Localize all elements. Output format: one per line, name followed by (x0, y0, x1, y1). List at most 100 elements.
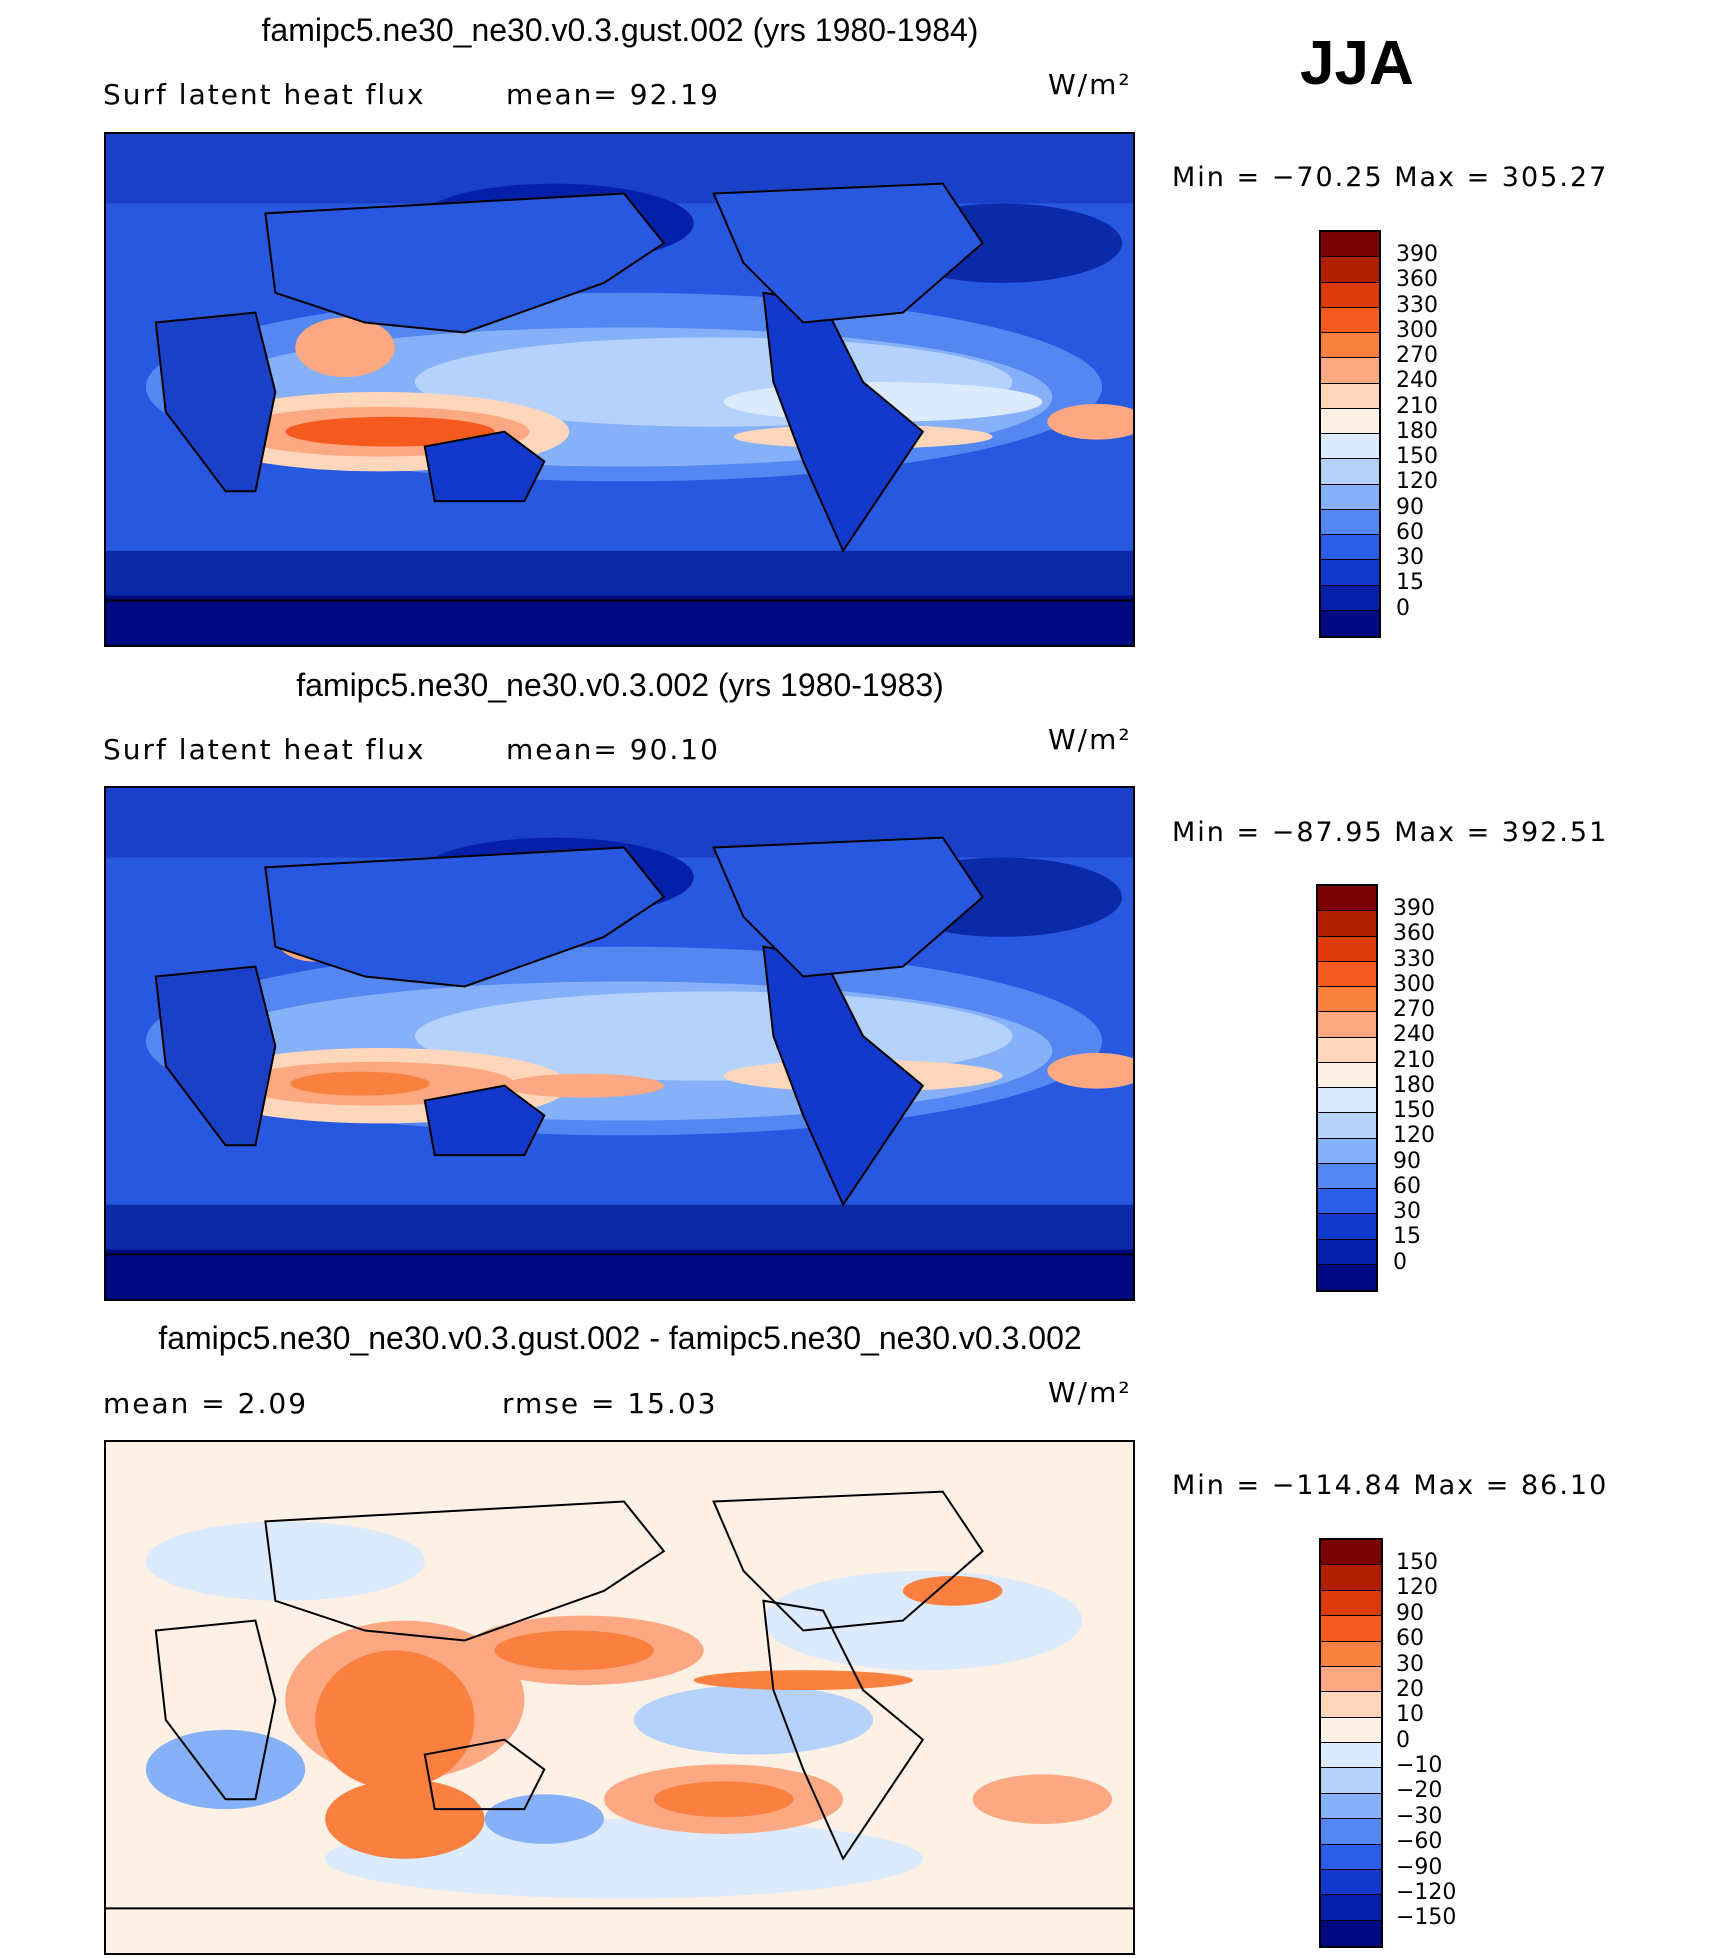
colorbar-tick-label: 330 (1396, 292, 1438, 318)
colorbar-swatch (1321, 408, 1379, 434)
panel-2-map (104, 786, 1135, 1301)
panel-1-map-svg (106, 134, 1133, 645)
panel-2-variable-label: Surf latent heat flux (103, 733, 426, 766)
colorbar-tick-label: 30 (1393, 1199, 1421, 1224)
colorbar-swatch (1318, 961, 1376, 987)
colorbar-swatch (1321, 509, 1379, 535)
colorbar-tick-label: 120 (1393, 1123, 1435, 1149)
colorbar-tick-label: 180 (1393, 1072, 1435, 1098)
colorbar-swatch (1321, 1743, 1381, 1769)
panel-2-mean-label: mean= 90.10 (506, 733, 720, 766)
colorbar-swatch (1318, 1239, 1376, 1265)
colorbar-tick-label: −120 (1396, 1879, 1457, 1905)
colorbar-tick-label: 390 (1393, 896, 1435, 921)
colorbar-swatch (1318, 1012, 1376, 1038)
panel-1-colorbar (1319, 230, 1381, 638)
colorbar-swatch (1321, 1895, 1381, 1921)
colorbar-swatch (1321, 1666, 1381, 1693)
panel-1-map (104, 132, 1135, 647)
panel-3-title: famipc5.ne30_ne30.v0.3.gust.002 - famipc… (158, 1320, 1082, 1356)
colorbar-tick-label: 360 (1396, 267, 1438, 293)
colorbar-tick-label: 300 (1396, 317, 1438, 343)
colorbar-swatch (1321, 383, 1379, 409)
colorbar-tick-label: −150 (1396, 1905, 1457, 1931)
colorbar-tick-label: 15 (1393, 1224, 1421, 1250)
panel-3-colorbar-labels: 150 120 90 60 30 20 10 0 −10 −20 −30 −60 −90 −120 −150 (1396, 1552, 1506, 1932)
colorbar-swatch (1321, 307, 1379, 333)
colorbar-swatch (1321, 1920, 1381, 1946)
colorbar-tick-label: 150 (1396, 1550, 1438, 1575)
panel-1-variable-label: Surf latent heat flux (103, 78, 426, 111)
panel-3-map (104, 1440, 1135, 1955)
panel-3-mean-label: mean = 2.09 (103, 1387, 309, 1420)
colorbar-tick-label: 270 (1396, 343, 1438, 368)
panel-3-map-svg (106, 1442, 1133, 1953)
colorbar-swatch (1321, 484, 1379, 510)
colorbar-tick-label: −60 (1396, 1829, 1443, 1855)
colorbar-tick-label: 150 (1396, 444, 1438, 469)
colorbar-tick-label: 0 (1396, 595, 1410, 621)
panel-2-colorbar (1316, 884, 1378, 1292)
colorbar-swatch (1321, 1616, 1381, 1642)
colorbar-tick-label: 360 (1393, 921, 1435, 947)
panel-1-units: W/m² (1048, 68, 1132, 101)
colorbar-swatch (1321, 610, 1379, 636)
colorbar-swatch (1318, 1163, 1376, 1189)
colorbar-tick-label: 390 (1396, 242, 1438, 267)
colorbar-swatch (1321, 257, 1379, 283)
panel-3-rmse-label: rmse = 15.03 (502, 1387, 718, 1420)
colorbar-swatch (1321, 585, 1379, 611)
colorbar-tick-label: 90 (1393, 1148, 1421, 1174)
colorbar-swatch (1321, 1717, 1381, 1743)
colorbar-swatch (1318, 1062, 1376, 1088)
panel-2-title: famipc5.ne30_ne30.v0.3.002 (yrs 1980-198… (296, 667, 944, 703)
colorbar-swatch (1318, 1214, 1376, 1240)
panel-2-minmax: Min = −87.95 Max = 392.51 (1172, 817, 1609, 848)
colorbar-tick-label: −90 (1396, 1854, 1443, 1880)
colorbar-swatch (1321, 1565, 1381, 1591)
panel-1-mean-label: mean= 92.19 (506, 78, 720, 111)
colorbar-swatch (1321, 560, 1379, 586)
colorbar-tick-label: 180 (1396, 418, 1438, 444)
colorbar-swatch (1321, 1869, 1381, 1896)
colorbar-swatch (1318, 987, 1376, 1013)
colorbar-swatch (1318, 1189, 1376, 1215)
colorbar-swatch (1318, 936, 1376, 962)
colorbar-swatch (1318, 886, 1376, 912)
colorbar-swatch (1318, 911, 1376, 937)
colorbar-swatch (1321, 434, 1379, 460)
panel-3-colorbar (1319, 1538, 1383, 1948)
colorbar-tick-label: 330 (1393, 946, 1435, 972)
colorbar-tick-label: 60 (1396, 1626, 1424, 1652)
panel-3-minmax: Min = −114.84 Max = 86.10 (1172, 1470, 1609, 1501)
panel-2-units: W/m² (1048, 723, 1132, 756)
colorbar-swatch (1321, 535, 1379, 561)
colorbar-tick-label: −30 (1396, 1803, 1443, 1829)
colorbar-tick-label: 15 (1396, 570, 1424, 596)
colorbar-swatch (1318, 1088, 1376, 1114)
season-label: JJA (1300, 29, 1414, 98)
colorbar-swatch (1321, 333, 1379, 359)
colorbar-swatch (1318, 1113, 1376, 1139)
colorbar-swatch (1321, 1819, 1381, 1845)
colorbar-tick-label: 120 (1396, 1575, 1438, 1601)
colorbar-tick-label: −10 (1396, 1753, 1443, 1778)
colorbar-tick-label: 270 (1393, 997, 1435, 1022)
colorbar-tick-label: 30 (1396, 1651, 1424, 1677)
panel-1-minmax: Min = −70.25 Max = 305.27 (1172, 162, 1609, 193)
colorbar-swatch (1321, 1768, 1381, 1794)
colorbar-swatch (1321, 232, 1379, 258)
colorbar-tick-label: −20 (1396, 1778, 1443, 1804)
colorbar-swatch (1321, 358, 1379, 384)
panel-1-title: famipc5.ne30_ne30.v0.3.gust.002 (yrs 198… (261, 12, 979, 48)
panel-2-colorbar-labels: 390 360 330 300 270 240 210 180 150 120 90 60 30 15 0 (1393, 898, 1493, 1278)
colorbar-tick-label: 0 (1393, 1249, 1407, 1275)
colorbar-tick-label: 150 (1393, 1098, 1435, 1123)
colorbar-swatch (1321, 1540, 1381, 1566)
colorbar-tick-label: 30 (1396, 545, 1424, 570)
colorbar-tick-label: 240 (1393, 1022, 1435, 1048)
colorbar-swatch (1321, 282, 1379, 308)
colorbar-swatch (1321, 459, 1379, 485)
colorbar-tick-label: 210 (1396, 393, 1438, 419)
colorbar-tick-label: 90 (1396, 494, 1424, 520)
